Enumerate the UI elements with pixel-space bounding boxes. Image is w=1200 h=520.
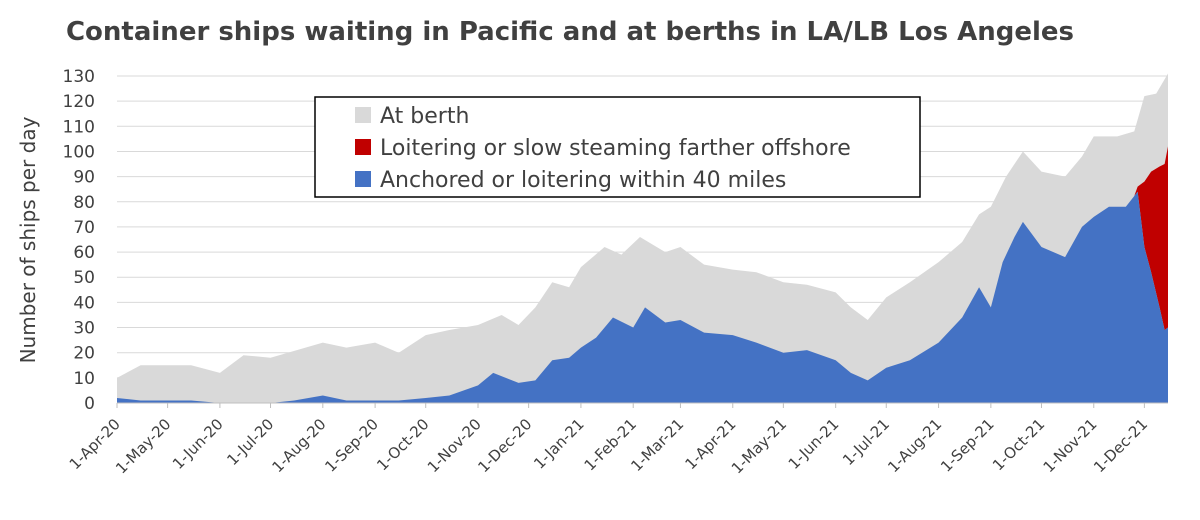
y-tick-label: 30: [73, 319, 95, 339]
x-tick-label: 1-May-20: [112, 415, 174, 477]
y-tick-label: 20: [73, 344, 95, 364]
x-tick-label: 1-Jun-21: [785, 415, 843, 473]
legend-box: [314, 96, 921, 198]
x-tick-label: 1-May-21: [728, 415, 790, 477]
y-tick-label: 90: [73, 168, 95, 188]
x-tick-label: 1-Jun-20: [169, 415, 227, 473]
x-tick-label: 1-Oct-21: [989, 415, 1048, 474]
x-tick-label: 1-Nov-21: [1040, 415, 1101, 476]
chart-title: Container ships waiting in Pacific and a…: [66, 17, 1074, 47]
series-area-at-berth: [117, 73, 1168, 403]
y-tick-label: 100: [63, 142, 95, 162]
x-tick-label: 1-Dec-21: [1090, 415, 1151, 476]
x-tick-label: 1-Jul-21: [839, 415, 893, 469]
y-tick-label: 80: [73, 193, 95, 213]
x-tick-label: 1-Aug-21: [884, 415, 945, 476]
y-tick-label: 110: [63, 117, 95, 137]
y-tick-label: 120: [63, 92, 95, 112]
x-tick-label: 1-Sep-21: [937, 415, 998, 476]
y-tick-label: 60: [73, 243, 95, 263]
x-tick-label: 1-Nov-20: [424, 415, 485, 476]
series-area-anchored-within-40-miles: [117, 191, 1168, 403]
x-tick-label: 1-Sep-20: [321, 415, 382, 476]
y-tick-labels: 0 10 20 30 40 50 60 70 80 90 100 110 120 130: [63, 67, 95, 414]
legend-swatch: [355, 107, 371, 123]
series-area-loitering-offshore: [1134, 146, 1168, 331]
legend: At berth Loitering or slow steaming farth…: [314, 96, 921, 198]
y-tick-label: 0: [84, 394, 95, 414]
x-tick-label: 1-Aug-20: [269, 415, 330, 476]
legend-label: Loitering or slow steaming farther offsh…: [380, 136, 851, 161]
y-axis-label: Number of ships per day: [16, 116, 40, 363]
x-tick-label: 1-Jul-20: [223, 415, 277, 469]
y-tick-label: 40: [73, 293, 95, 313]
y-tick-label: 10: [73, 369, 95, 389]
legend-swatch: [355, 171, 371, 187]
legend-label: Anchored or loitering within 40 miles: [380, 168, 786, 193]
y-tick-label: 70: [73, 218, 95, 238]
y-tick-label: 50: [73, 268, 95, 288]
y-tick-label: 130: [63, 67, 95, 87]
x-tick-label: 1-Dec-20: [474, 415, 535, 476]
x-tick-labels: 1-Apr-201-May-201-Jun-201-Jul-201-Aug-20…: [66, 403, 1151, 477]
legend-label: At berth: [380, 104, 469, 129]
plot-areas: [117, 73, 1168, 403]
x-tick-label: 1-Oct-20: [373, 415, 432, 474]
legend-swatch: [355, 139, 371, 155]
x-tick-label: 1-Jan-21: [530, 415, 588, 473]
